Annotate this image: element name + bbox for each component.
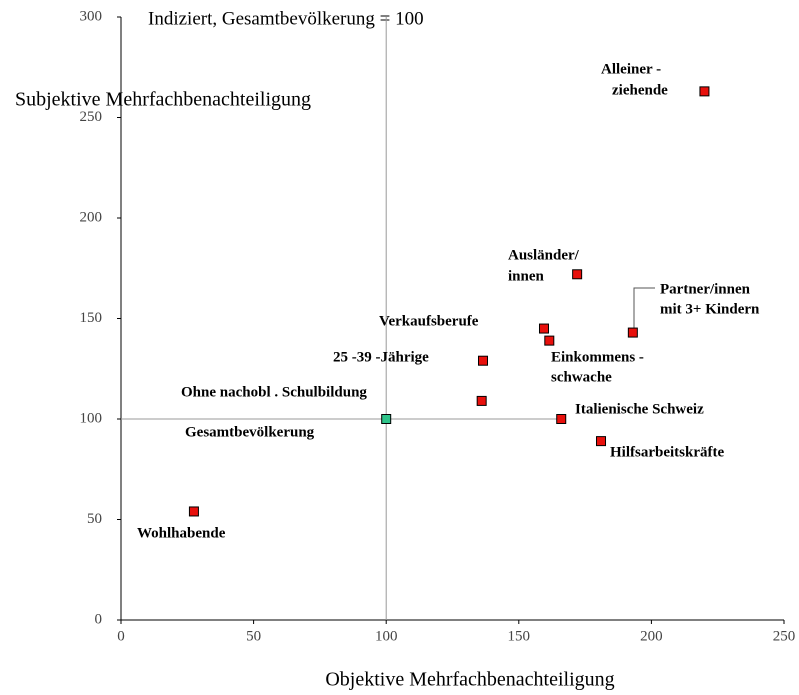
point-label: Italienische Schweiz <box>575 401 704 417</box>
chart-title: Indiziert, Gesamtbevölkerung = 100 <box>148 8 424 29</box>
y-tick-label: 100 <box>80 410 103 426</box>
y-tick-label: 200 <box>80 209 103 225</box>
point-label: ziehende <box>612 82 668 98</box>
point-label: Ohne nachobl . Schulbildung <box>181 384 367 400</box>
y-tick-label: 150 <box>80 310 103 326</box>
point <box>544 335 555 346</box>
point-label: innen <box>508 268 545 284</box>
x-tick-label: 200 <box>640 628 663 644</box>
x-tick-label: 50 <box>246 628 261 644</box>
point-label: Verkaufsberufe <box>379 313 479 329</box>
point-label: Gesamtbevölkerung <box>185 424 315 440</box>
point-label: Wohlhabende <box>137 525 226 541</box>
point <box>572 269 583 280</box>
point-label: Alleiner - <box>601 61 661 77</box>
point <box>477 355 488 366</box>
point-label: Ausländer/ <box>508 247 580 263</box>
y-tick-label: 250 <box>80 109 103 125</box>
point <box>699 86 710 97</box>
y-tick-label: 0 <box>95 611 103 627</box>
point-label: Hilfsarbeitskräfte <box>610 444 724 460</box>
point <box>556 414 567 424</box>
x-axis-label: Objektive Mehrfachbenachteiligung <box>325 669 614 691</box>
point-label: Einkommens - <box>551 349 644 365</box>
point-label: schwache <box>551 369 612 385</box>
x-tick-label: 100 <box>375 628 398 644</box>
point <box>476 395 487 406</box>
point-label: Partner/innen <box>660 281 751 297</box>
point <box>596 436 607 447</box>
x-tick-label: 250 <box>773 628 796 644</box>
x-tick-label: 150 <box>508 628 531 644</box>
point <box>188 506 199 517</box>
callout-line <box>633 287 655 333</box>
point-label: 25 -39 -Jährige <box>333 349 429 365</box>
y-tick-label: 50 <box>87 511 102 527</box>
y-tick-label: 300 <box>80 8 103 24</box>
x-tick-label: 0 <box>117 628 125 644</box>
point <box>538 323 549 334</box>
y-axis-label: Subjektive Mehrfachbenachteiligung <box>15 89 311 111</box>
point <box>381 414 392 424</box>
point <box>627 327 638 338</box>
point-label: mit 3+ Kindern <box>660 301 760 317</box>
